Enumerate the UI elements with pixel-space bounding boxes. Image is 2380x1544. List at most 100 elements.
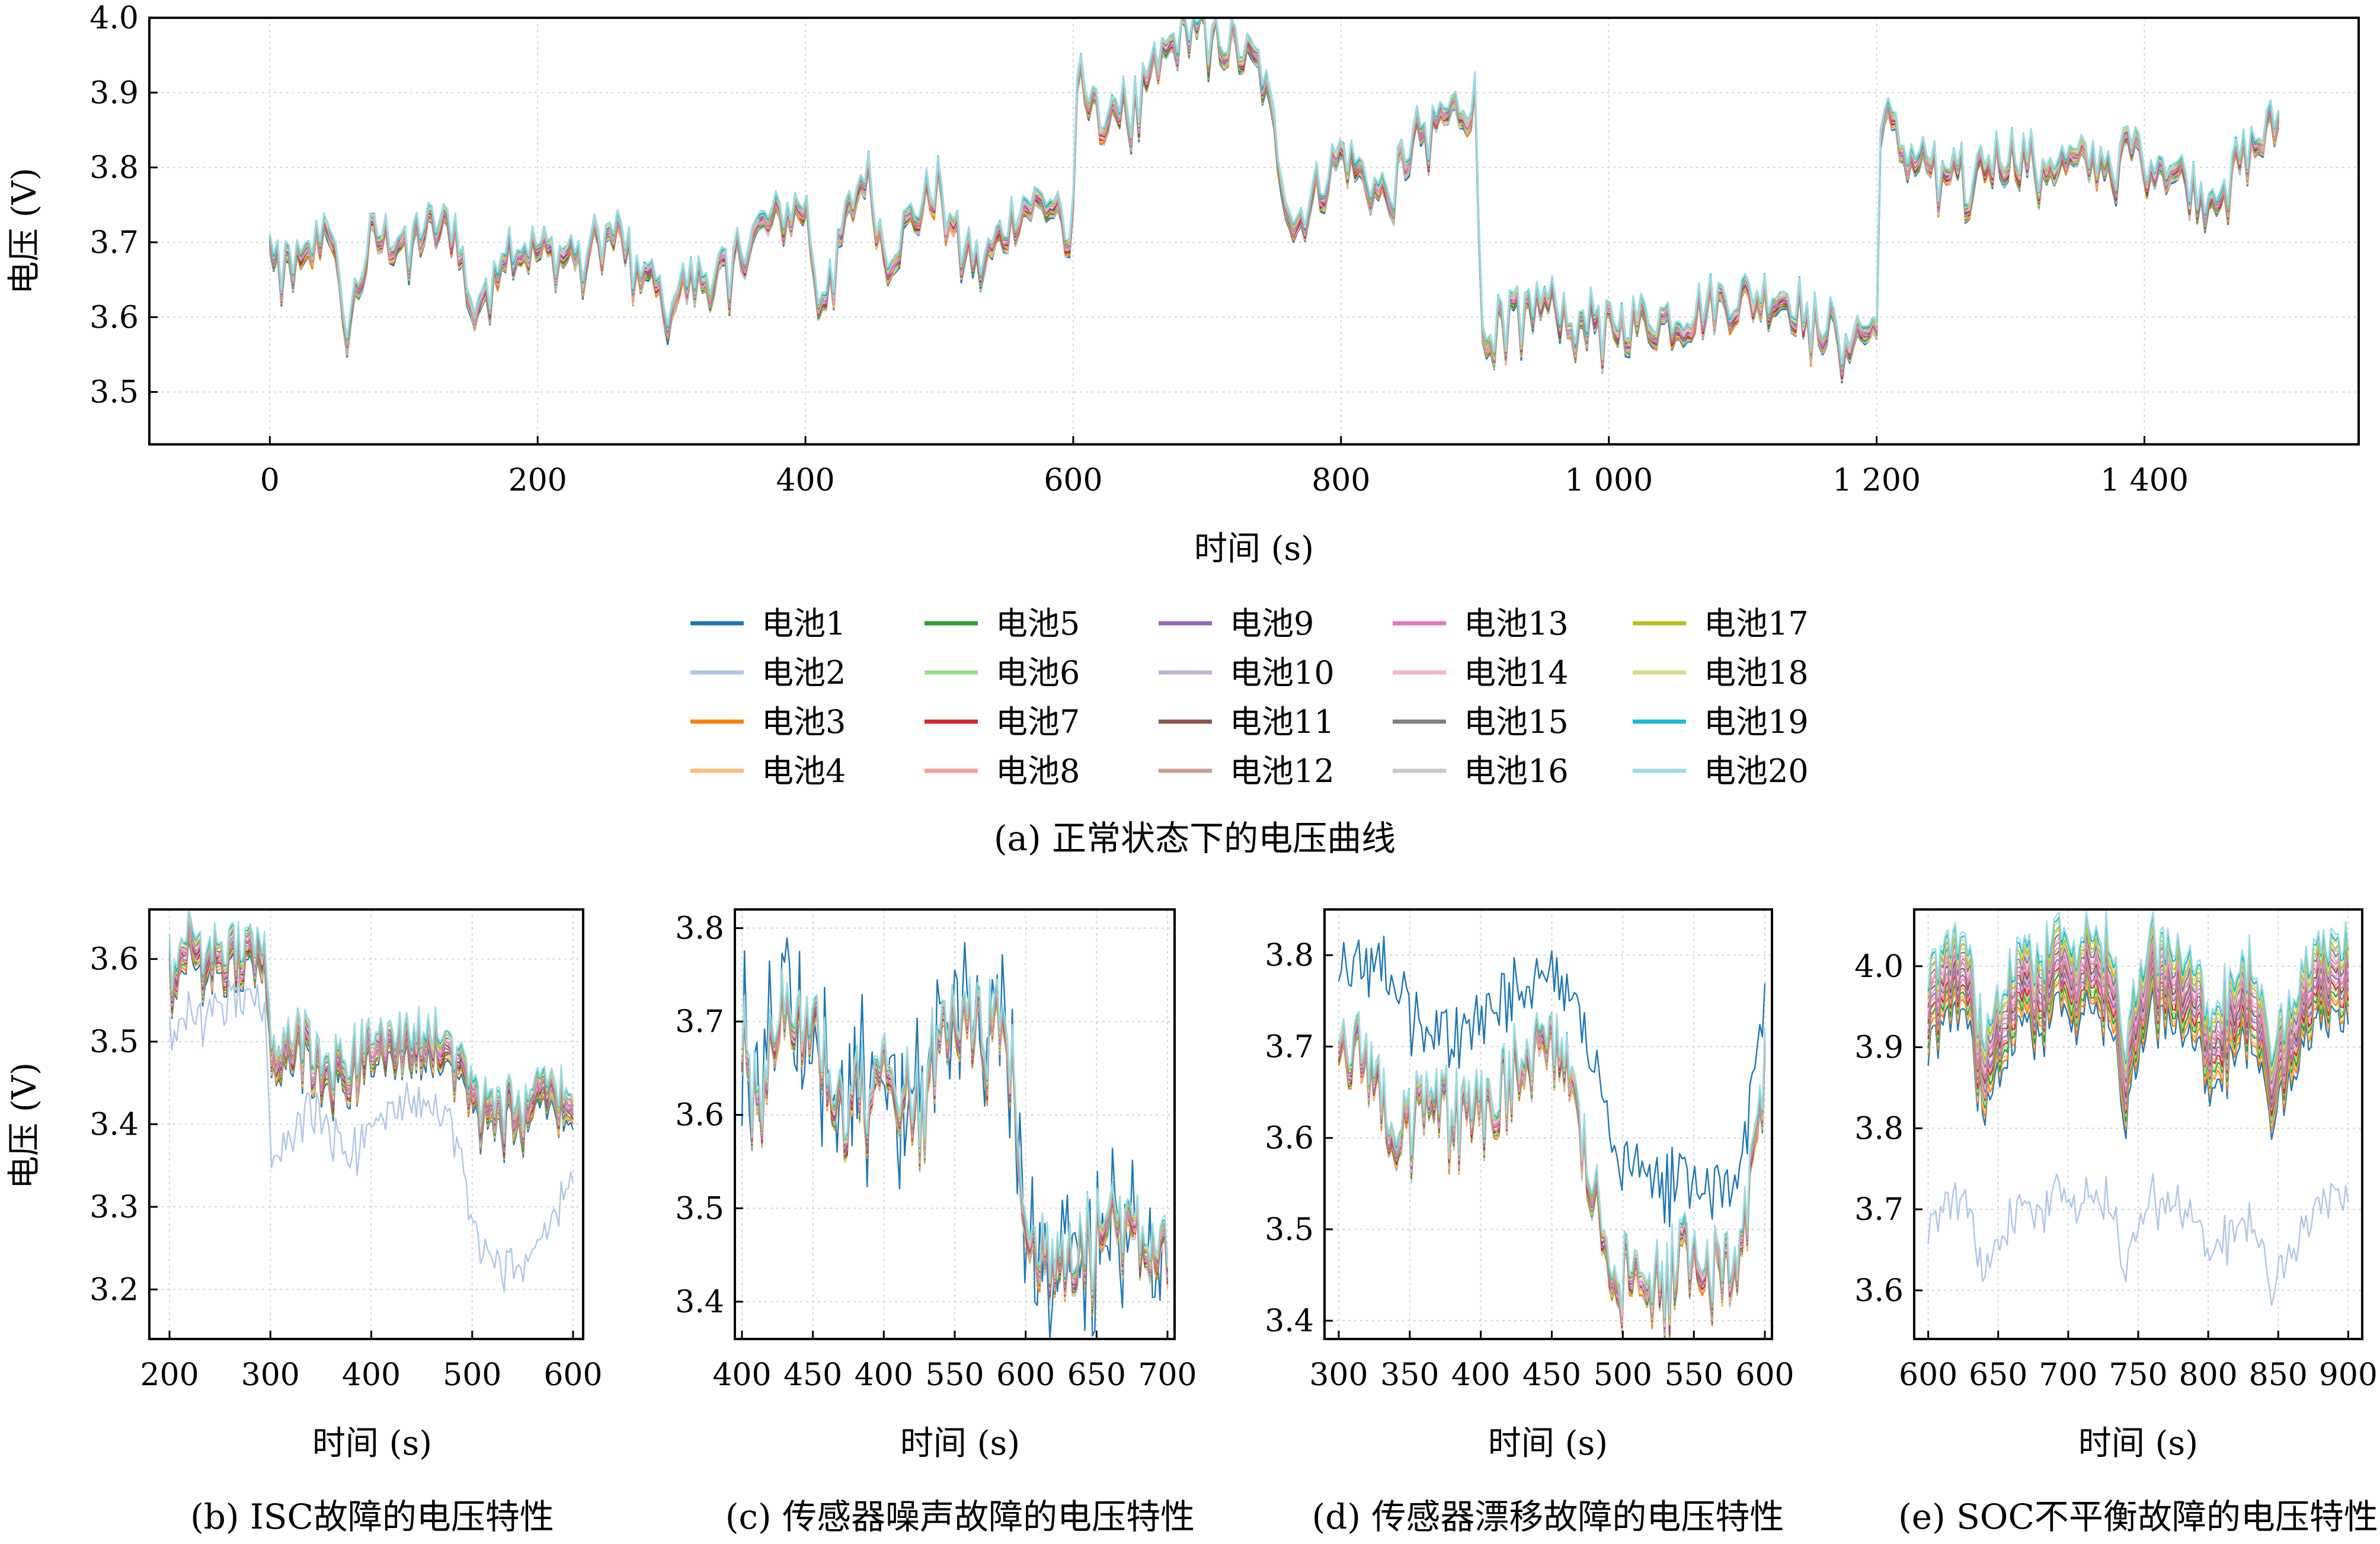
series-line-电池5	[268, 17, 2279, 380]
x-tick-label: 550	[925, 1357, 984, 1393]
x-tick-label: 650	[1067, 1357, 1126, 1393]
legend-label: 电池3	[762, 703, 846, 741]
caption-d: (d) 传感器漂移故障的电压特性	[1312, 1497, 1784, 1537]
legend-label: 电池9	[1230, 605, 1314, 642]
legend-label: 电池17	[1704, 605, 1809, 642]
series-line-电池2	[268, 17, 2279, 382]
y-tick-label: 3.5	[89, 375, 139, 411]
ticks-b: 200 300 400 500 600 3.2 3.3 3.4 3.5 3.6	[89, 942, 602, 1393]
y-tick-label: 3.6	[1854, 1273, 1904, 1309]
y-tick-label: 3.3	[89, 1190, 139, 1225]
series-line-电池20	[741, 968, 1169, 1290]
y-tick-label: 3.6	[1265, 1121, 1314, 1157]
series-line-电池4	[268, 17, 2279, 382]
y-tick-label: 3.6	[89, 300, 139, 335]
xlabel-b: 时间 (s)	[312, 1424, 432, 1463]
x-tick-label: 600	[996, 1357, 1055, 1393]
plot-frame-d	[1323, 908, 1773, 1340]
y-tick-label: 3.5	[675, 1191, 724, 1226]
series-line-电池11	[268, 17, 2279, 374]
panel-a: 0 200 400 600 800 1 000 1 200 1 400 3.5 3.6 3.7 3.8…	[5, 1, 2360, 568]
legend-label: 电池16	[1464, 752, 1569, 790]
x-tick-label: 550	[1665, 1357, 1723, 1393]
x-tick-label: 300	[241, 1357, 300, 1393]
legend-item: 电池11	[1159, 703, 1335, 741]
x-tick-label: 700	[1138, 1357, 1197, 1393]
legend-item: 电池4	[690, 752, 846, 790]
legend-label: 电池13	[1464, 605, 1569, 642]
series-d	[1338, 936, 1766, 1340]
series-line-电池3	[268, 17, 2279, 382]
series-line-电池13	[268, 17, 2279, 374]
legend-item: 电池13	[1393, 605, 1569, 642]
x-tick-label: 600	[1735, 1357, 1794, 1393]
series-e	[1927, 910, 2349, 1306]
series-line-电池1	[1927, 986, 2349, 1141]
series-line-电池1	[268, 17, 2279, 384]
series-line-电池7	[268, 17, 2279, 380]
panel-b: 200 300 400 500 600 3.2 3.3 3.4 3.5 3.6 时间 (s) 电压…	[5, 908, 603, 1537]
grid-a	[149, 17, 2359, 444]
x-tick-label: 850	[2249, 1357, 2308, 1393]
series-line-电池10	[268, 17, 2279, 376]
legend-label: 电池12	[1230, 752, 1335, 790]
y-tick-label: 3.9	[89, 75, 139, 111]
legend-label: 电池2	[762, 654, 846, 691]
y-tick-label: 3.9	[1854, 1030, 1904, 1066]
xlabel-a: 时间 (s)	[1194, 530, 1314, 568]
x-tick-label: 400	[776, 463, 834, 498]
legend-item: 电池2	[690, 654, 846, 691]
legend-item: 电池18	[1633, 654, 1809, 691]
legend: 电池1 电池2 电池3 电池4 电池5 电池6 电池7 电池8 电池9 电池10 电池11 电池12 电…	[690, 605, 1809, 790]
x-tick-label: 600	[1899, 1357, 1957, 1393]
legend-label: 电池14	[1464, 654, 1569, 691]
legend-label: 电池4	[762, 752, 846, 790]
x-tick-label: 500	[443, 1357, 501, 1393]
legend-item: 电池8	[925, 752, 1080, 790]
x-tick-label: 700	[2039, 1357, 2097, 1393]
x-tick-label: 350	[1380, 1357, 1439, 1393]
legend-item: 电池10	[1159, 654, 1335, 691]
legend-label: 电池19	[1704, 703, 1809, 741]
x-tick-label: 200	[140, 1357, 199, 1393]
legend-item: 电池1	[690, 605, 846, 642]
series-line-电池18	[268, 17, 2279, 367]
series-b	[168, 908, 574, 1293]
series-c	[741, 937, 1169, 1340]
legend-item: 电池20	[1633, 752, 1809, 790]
series-line-电池3	[1338, 1034, 1766, 1340]
y-tick-label: 3.7	[1265, 1029, 1314, 1065]
y-tick-label: 4.0	[1854, 949, 1904, 985]
caption-e: (e) SOC不平衡故障的电压特性	[1898, 1497, 2378, 1537]
series-line-电池1	[1338, 936, 1766, 1228]
plot-frame-a	[148, 17, 2360, 446]
y-tick-label: 3.5	[1265, 1212, 1314, 1248]
xlabel-d: 时间 (s)	[1488, 1424, 1608, 1463]
x-tick-label: 600	[1044, 463, 1102, 498]
x-tick-label: 0	[260, 463, 280, 498]
xlabel-e: 时间 (s)	[2078, 1424, 2198, 1463]
series-line-电池16	[268, 17, 2279, 370]
x-tick-label: 200	[508, 463, 567, 498]
series-line-电池9	[268, 17, 2279, 377]
caption-b: (b) ISC故障的电压特性	[190, 1497, 554, 1537]
x-tick-label: 300	[1309, 1357, 1368, 1393]
legend-item: 电池16	[1393, 752, 1569, 790]
legend-label: 电池8	[996, 752, 1080, 790]
x-tick-label: 650	[1969, 1357, 2027, 1393]
x-tick-label: 450	[1522, 1357, 1581, 1393]
y-tick-label: 3.8	[1265, 938, 1314, 973]
legend-item: 电池15	[1393, 703, 1569, 741]
xlabel-c: 时间 (s)	[900, 1424, 1020, 1463]
x-tick-label: 400	[1451, 1357, 1510, 1393]
y-tick-label: 3.2	[89, 1272, 139, 1308]
series-line-电池12	[268, 17, 2279, 375]
y-tick-label: 3.4	[89, 1107, 139, 1143]
y-tick-label: 3.4	[1265, 1303, 1314, 1339]
series-a	[268, 17, 2279, 384]
series-line-电池20	[1338, 1011, 1766, 1319]
x-tick-label: 400	[855, 1357, 913, 1393]
ylabel-b: 电压 (V)	[5, 1062, 44, 1189]
legend-label: 电池15	[1464, 703, 1569, 741]
